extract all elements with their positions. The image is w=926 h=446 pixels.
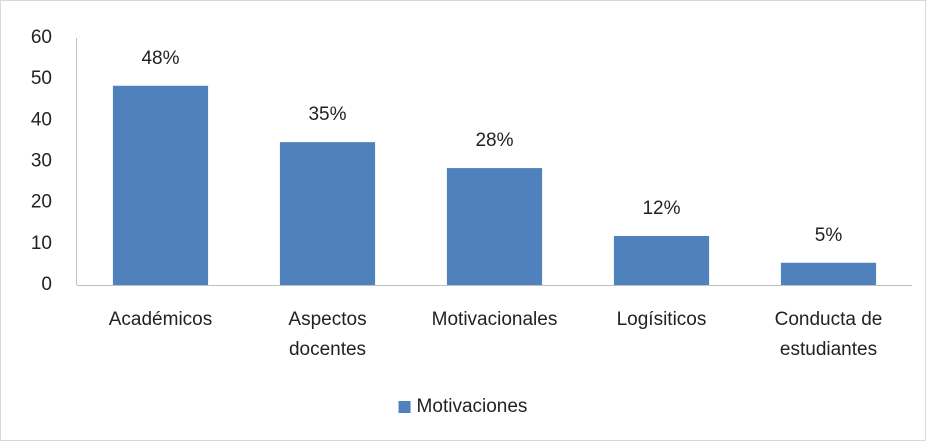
data-label: 5% [815, 225, 843, 246]
bar [112, 85, 209, 286]
y-tick-label: 20 [31, 192, 52, 213]
data-label: 35% [308, 104, 346, 125]
y-tick-label: 50 [31, 68, 52, 89]
bar [613, 236, 710, 285]
legend-label: Motivaciones [417, 396, 528, 417]
data-label: 48% [141, 48, 179, 69]
x-tick-label: Aspectos docentes [288, 309, 366, 360]
y-tick-label: 60 [31, 27, 52, 48]
data-label: 28% [475, 130, 513, 151]
x-tick-label: Conducta de estudiantes [775, 309, 883, 360]
bar [279, 142, 376, 285]
y-tick-label: 40 [31, 109, 52, 130]
y-tick-label: 0 [41, 274, 52, 295]
data-label: 12% [642, 198, 680, 219]
y-tick-label: 30 [31, 151, 52, 172]
legend-swatch [398, 401, 411, 413]
bar [780, 262, 877, 285]
bar [446, 168, 543, 285]
x-tick-label: Académicos [109, 309, 213, 330]
x-tick-label: Motivacionales [432, 309, 558, 330]
y-tick-label: 10 [31, 233, 52, 254]
x-tick-label: Logísiticos [617, 309, 707, 330]
